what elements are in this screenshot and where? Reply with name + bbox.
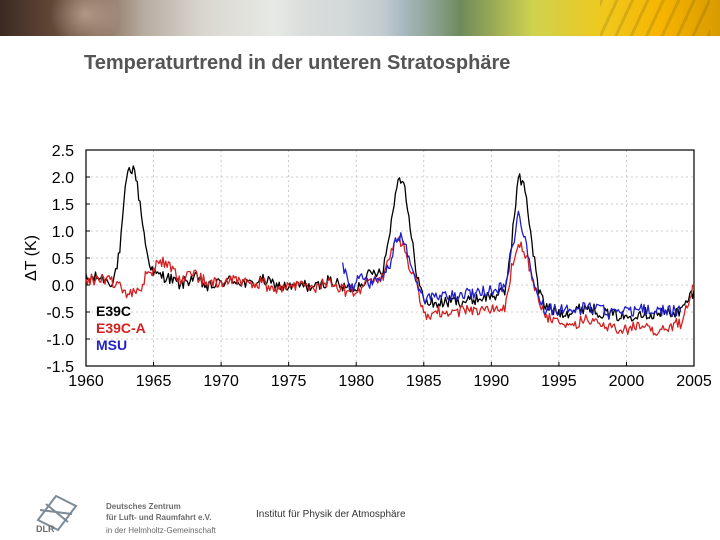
dlr-logo: DLR Deutsches Zentrum für Luft- und Raum… — [28, 490, 216, 540]
y-tick-label: 0.5 — [52, 251, 74, 268]
x-tick-label: 1985 — [406, 373, 442, 390]
x-tick-label: 1975 — [271, 373, 307, 390]
x-tick-label: 1970 — [203, 373, 239, 390]
dlr-logo-icon — [36, 494, 78, 532]
x-tick-label: 2005 — [676, 373, 712, 390]
y-tick-label: -1.5 — [46, 359, 74, 376]
x-tick-label: 1990 — [474, 373, 510, 390]
y-tick-label: 1.0 — [52, 224, 74, 241]
series-layer — [85, 165, 695, 337]
series-line-e39c-a — [85, 235, 695, 337]
banner-decoration — [600, 0, 710, 36]
y-axis-label: ΔT (K) — [23, 235, 40, 281]
y-tick-label: 2.0 — [52, 170, 74, 187]
axis-labels: 1960 1965 1970 1975 1980 1985 1990 1995 2000 2005… — [46, 143, 711, 390]
banner-decoration — [300, 0, 460, 36]
x-tick-label: 2000 — [609, 373, 645, 390]
chart: 1960 1965 1970 1975 1980 1985 1990 1995 2000 2005… — [23, 143, 712, 390]
header-banner — [0, 0, 720, 36]
footer-institute: Institut für Physik der Atmosphäre — [256, 509, 406, 520]
series-line-msu — [342, 210, 682, 320]
x-tick-label: 1995 — [541, 373, 577, 390]
dlr-abbr: DLR — [36, 524, 55, 534]
dlr-line3: in der Helmholtz-Gemeinschaft — [106, 526, 216, 535]
legend-entry: MSU — [96, 337, 127, 353]
y-tick-label: 0.0 — [52, 278, 74, 295]
dlr-line1: Deutsches Zentrum — [106, 502, 181, 511]
x-tick-label: 1965 — [136, 373, 172, 390]
series-line-e39c — [85, 165, 695, 322]
y-tick-label: -1.0 — [46, 332, 74, 349]
y-tick-label: -0.5 — [46, 305, 74, 322]
dlr-line2: für Luft- und Raumfahrt e.V. — [106, 513, 212, 522]
y-tick-label: 2.5 — [52, 143, 74, 160]
page-title: Temperaturtrend in der unteren Stratosph… — [84, 52, 511, 74]
banner-decoration — [40, 0, 130, 36]
x-tick-label: 1960 — [68, 373, 104, 390]
y-tick-label: 1.5 — [52, 197, 74, 214]
x-tick-label: 1980 — [338, 373, 374, 390]
legend-entry: E39C — [96, 303, 131, 319]
legend-entry: E39C-A — [96, 320, 146, 336]
